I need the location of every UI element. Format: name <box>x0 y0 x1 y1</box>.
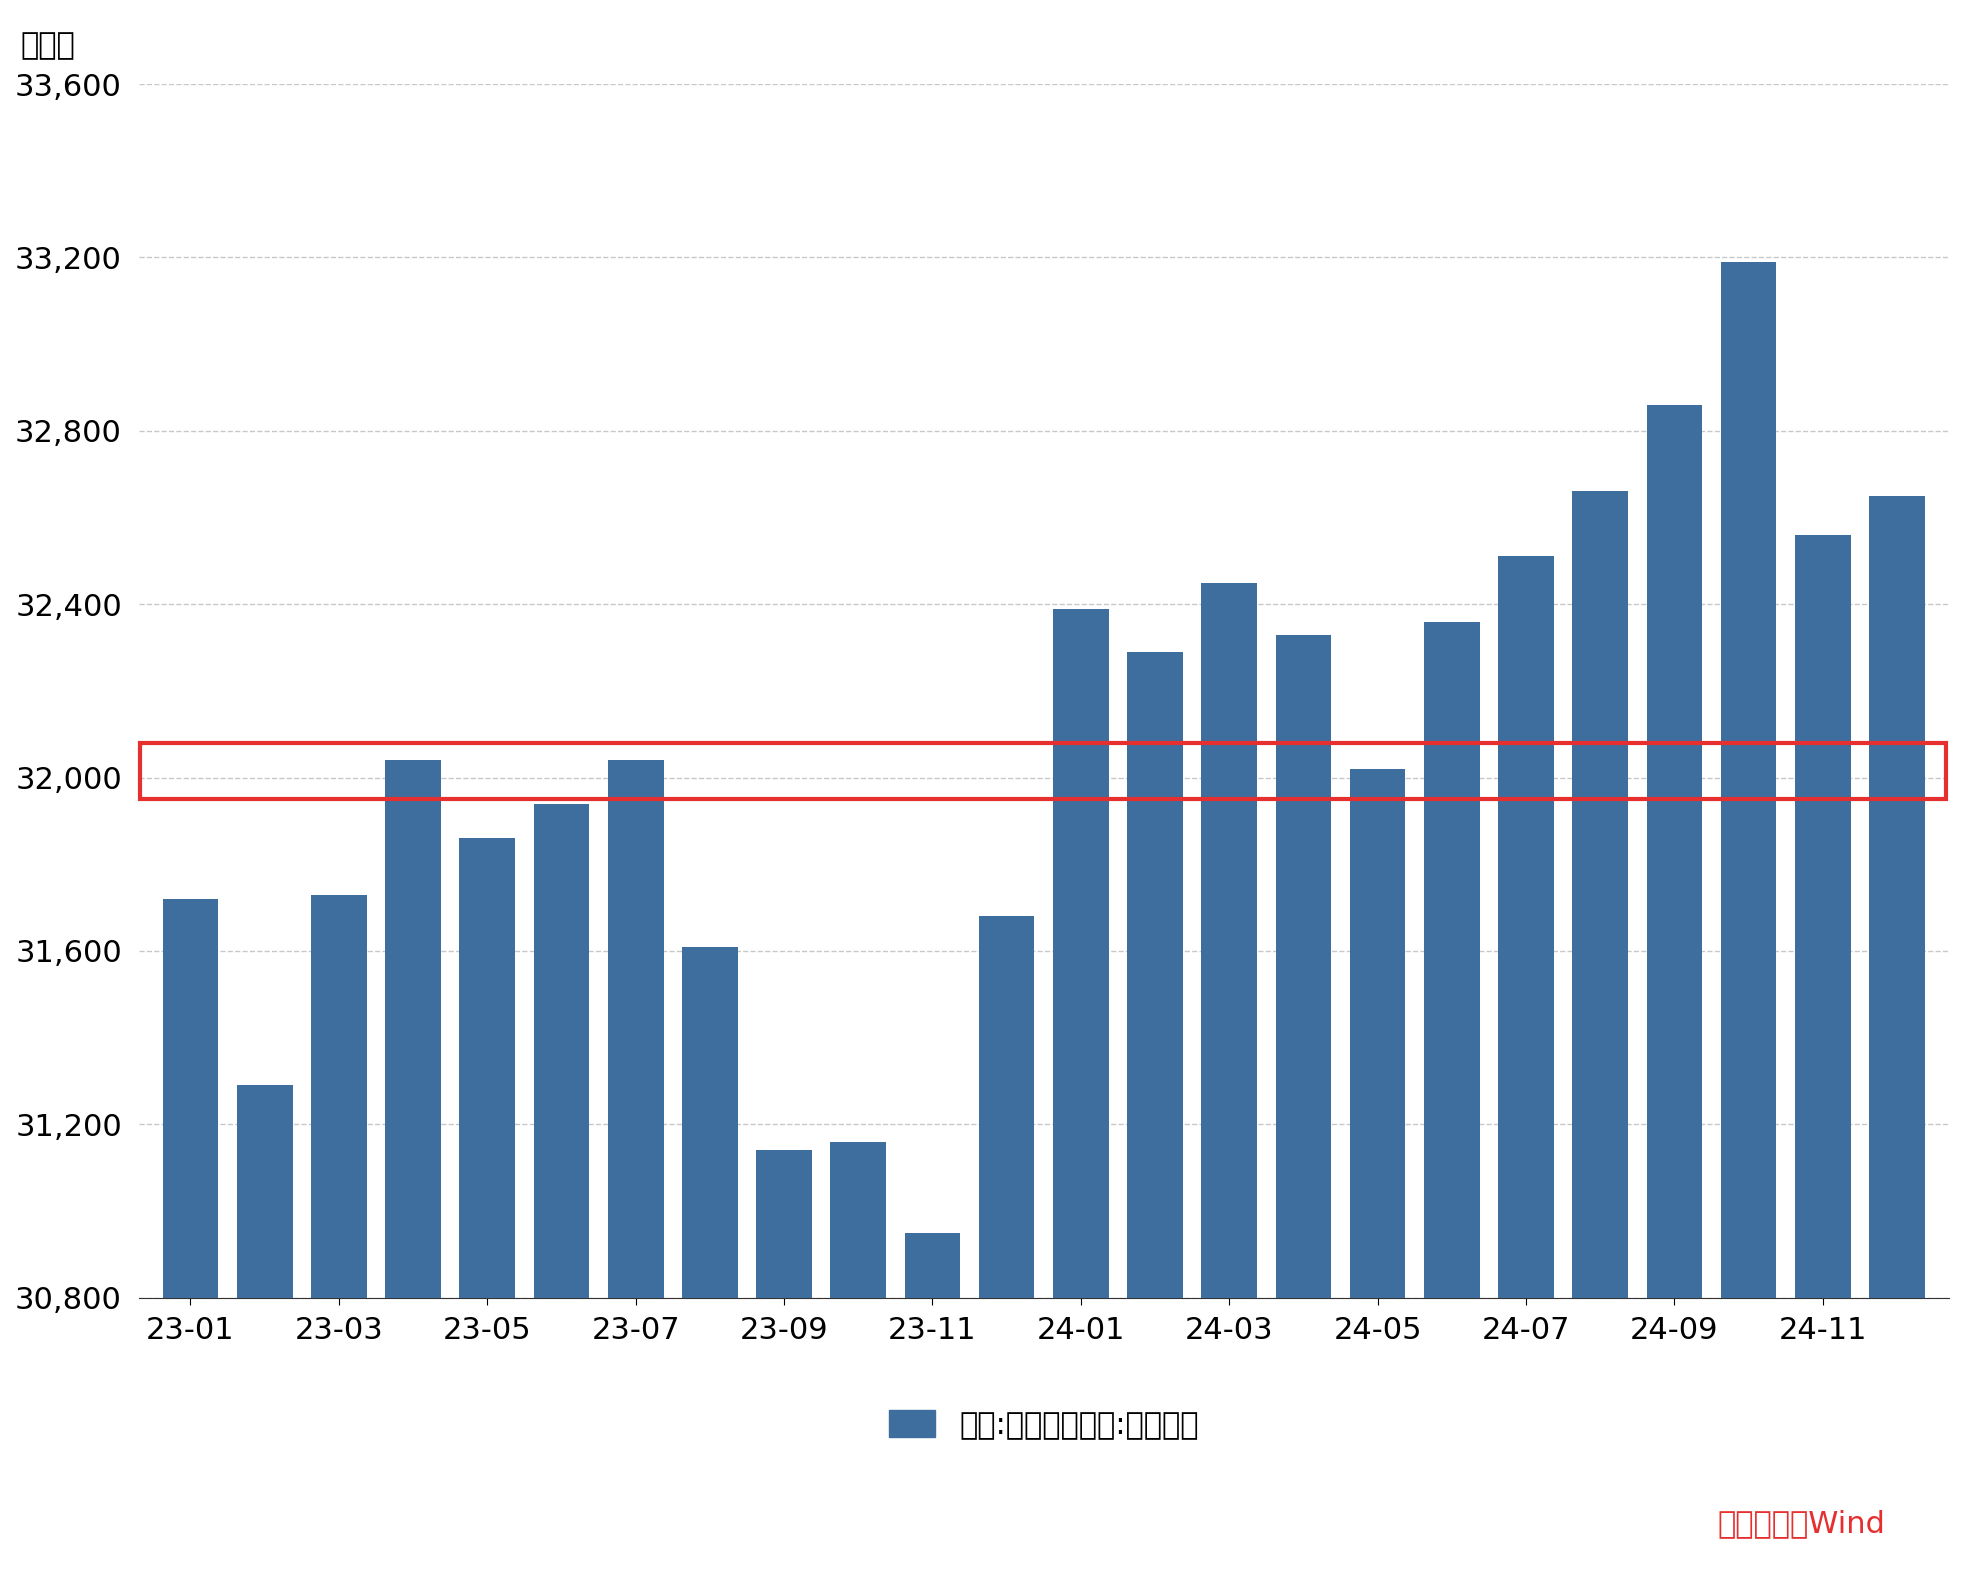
Bar <box>1053 609 1110 1578</box>
Bar <box>1277 634 1332 1578</box>
Bar <box>310 895 367 1578</box>
Bar <box>1646 406 1703 1578</box>
Bar <box>1202 582 1257 1578</box>
Bar <box>385 761 440 1578</box>
Bar <box>978 917 1035 1578</box>
Bar <box>1127 652 1182 1578</box>
Bar <box>460 838 515 1578</box>
Bar <box>1573 491 1628 1578</box>
Legend: 中国:官方储备资产:外汇储备: 中国:官方储备资产:外汇储备 <box>876 1398 1212 1452</box>
Bar <box>1499 557 1554 1578</box>
Bar <box>534 803 589 1578</box>
Bar <box>831 1141 886 1578</box>
Bar <box>1870 495 1925 1578</box>
Bar <box>607 761 664 1578</box>
Bar <box>1795 535 1850 1578</box>
Text: 数据来源：Wind: 数据来源：Wind <box>1718 1510 1885 1539</box>
Bar <box>682 947 738 1578</box>
Text: 亿美元: 亿美元 <box>22 32 75 60</box>
Bar <box>163 899 218 1578</box>
Bar <box>1720 262 1777 1578</box>
Bar <box>1424 622 1479 1578</box>
Bar <box>1349 768 1406 1578</box>
Bar <box>238 1086 293 1578</box>
Bar <box>756 1150 811 1578</box>
Bar <box>905 1232 960 1578</box>
